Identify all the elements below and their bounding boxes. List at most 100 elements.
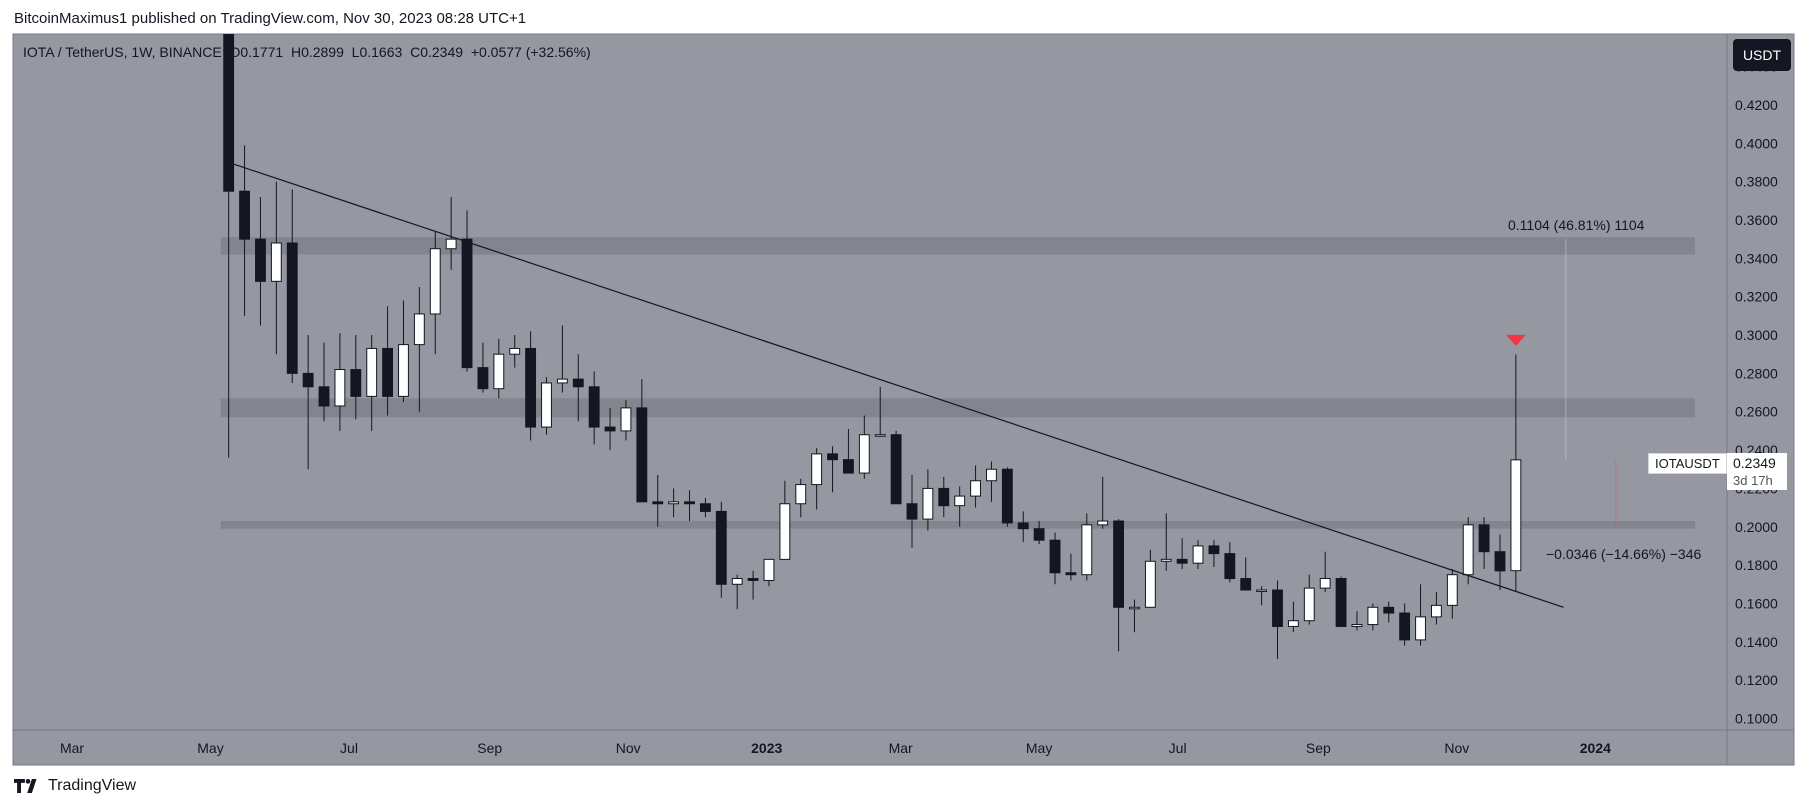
candle-body <box>811 453 823 486</box>
candle-body <box>1399 612 1411 641</box>
candle-body <box>509 347 521 355</box>
y-tick-label: 0.3600 <box>1735 212 1778 228</box>
candle-body <box>541 382 552 428</box>
candle-body <box>652 501 664 505</box>
candle-body <box>1001 468 1013 524</box>
candle-body <box>731 578 743 585</box>
candle-body <box>747 578 759 581</box>
candle-body <box>1335 578 1347 627</box>
x-tick-label: Nov <box>1444 740 1469 756</box>
candle-body <box>1478 524 1490 553</box>
candle-body <box>620 407 632 432</box>
candle-body <box>1017 522 1029 530</box>
tradingview-logo-icon <box>14 779 37 793</box>
candle-body <box>334 369 346 407</box>
horizontal-zone <box>220 237 1696 255</box>
candle-body <box>1303 587 1315 622</box>
candle-body <box>1462 524 1474 576</box>
candle-body <box>270 242 282 282</box>
candle-body <box>1192 545 1204 564</box>
candle-body <box>986 468 997 482</box>
y-tick-label: 0.3000 <box>1735 327 1778 343</box>
candle-body <box>1367 606 1379 626</box>
currency-button[interactable]: USDT <box>1733 39 1791 71</box>
candle-body <box>668 501 680 505</box>
candle-body <box>1097 520 1109 526</box>
candle-body <box>795 484 807 505</box>
high-label: H <box>290 44 302 60</box>
y-tick-label: 0.3400 <box>1735 250 1778 266</box>
candle-body <box>1160 558 1172 562</box>
candle-body <box>1351 624 1363 627</box>
tradingview-logo-text: TradingView <box>48 777 137 794</box>
open-label: O <box>229 44 241 60</box>
y-tick-label: 0.2800 <box>1735 365 1778 381</box>
candle-body <box>827 453 838 461</box>
candle-body <box>1430 604 1442 618</box>
candle-body <box>1494 551 1506 572</box>
symbol-price-label: IOTAUSDT <box>1648 453 1727 474</box>
candle-body <box>922 487 934 520</box>
candle-body <box>525 347 537 428</box>
y-tick-label: 0.4200 <box>1735 97 1778 113</box>
candle-body <box>779 503 791 560</box>
x-tick-label: Jul <box>340 740 358 756</box>
horizontal-zone <box>220 398 1696 418</box>
x-tick-label: 2024 <box>1580 740 1611 756</box>
candle-body <box>1224 553 1236 580</box>
candle-body <box>1240 578 1252 591</box>
candle-body <box>938 487 950 507</box>
candle-body <box>556 378 568 384</box>
chart-frame <box>12 33 1795 766</box>
candle-body <box>843 459 854 474</box>
measure-lower-label: −0.0346 (−14.66%) −346 <box>1546 546 1702 562</box>
y-tick-label: 0.1000 <box>1735 710 1778 726</box>
candle-body <box>1510 459 1522 572</box>
close-label: C <box>410 44 421 60</box>
candle-body <box>1415 616 1426 641</box>
candle-body <box>1033 528 1045 541</box>
x-tick-label: 2023 <box>751 740 782 756</box>
candle-body <box>684 501 695 505</box>
candle-body <box>636 407 648 503</box>
candle-body <box>286 242 298 374</box>
candle-body <box>715 510 727 585</box>
candle-body <box>461 238 473 369</box>
y-tick-label: 0.3200 <box>1735 289 1778 305</box>
candle-body <box>954 495 966 507</box>
measure-upper-label: 0.1104 (46.81%) 1104 <box>1508 217 1645 233</box>
candle-body <box>699 503 711 512</box>
open-value: 0.1771 <box>240 44 284 60</box>
candle-body <box>572 378 584 388</box>
tradingview-logo[interactable]: TradingView <box>14 777 136 795</box>
y-tick-label: 0.1800 <box>1735 557 1778 573</box>
y-tick-label: 0.3800 <box>1735 174 1778 190</box>
symbol-label[interactable]: IOTA / TetherUS, 1W, BINANCE <box>23 44 222 60</box>
candle-body <box>318 386 330 407</box>
candle-body <box>1176 558 1188 564</box>
plot-area <box>220 34 1696 660</box>
horizontal-zone <box>220 521 1696 529</box>
ohlc-legend: IOTA / TetherUS, 1W, BINANCE O0.1771 H0.… <box>23 44 591 60</box>
candle-body <box>858 434 870 474</box>
candle-body <box>1319 578 1331 589</box>
descending-trendline <box>228 161 1564 608</box>
candle-body <box>445 238 457 250</box>
candle-body <box>429 248 441 315</box>
red-marker-triangle <box>1505 334 1526 346</box>
y-tick-label: 0.2600 <box>1735 404 1778 420</box>
low-value: 0.1663 <box>359 44 403 60</box>
candle-body <box>350 369 362 397</box>
candle-body <box>874 434 886 437</box>
x-tick-label: Mar <box>60 740 84 756</box>
x-tick-label: Sep <box>1306 740 1331 756</box>
close-value: 0.2349 <box>420 44 464 60</box>
candle-body <box>255 238 266 282</box>
candle-body <box>1129 606 1140 610</box>
high-value: 0.2899 <box>301 44 344 60</box>
y-tick-label: 0.1400 <box>1735 634 1778 650</box>
low-label: L <box>351 44 360 60</box>
last-price-tag: 0.2349 <box>1727 453 1787 472</box>
candle-body <box>302 372 314 388</box>
